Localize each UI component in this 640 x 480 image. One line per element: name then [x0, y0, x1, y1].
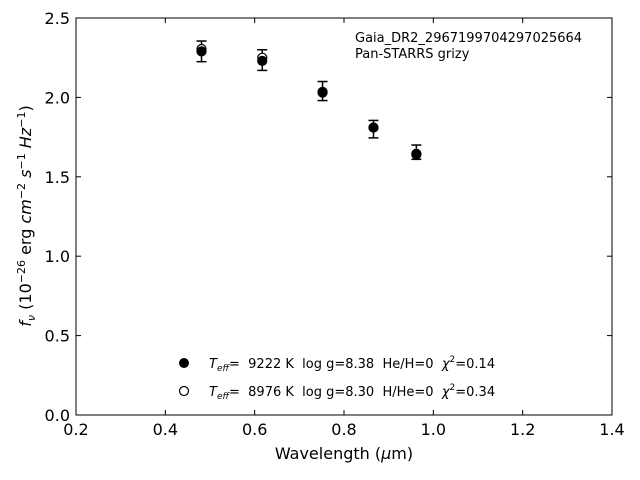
- x-axis-label-mu: μ: [380, 444, 391, 463]
- plot-area: [75, 17, 613, 416]
- x-tick-label: 0.2: [63, 420, 88, 439]
- data-point-filled: [411, 148, 422, 159]
- x-tick-label: 1.2: [510, 420, 535, 439]
- legend: Teff= 9222 K log g=8.38 He/H=0 χ2=0.14 T…: [178, 355, 495, 402]
- legend-marker-filled: [179, 358, 189, 368]
- legend-marker-open: [178, 385, 190, 397]
- data-point-filled: [317, 87, 328, 98]
- y-tick-label: 1.5: [45, 168, 70, 187]
- y-tick-label: 2.5: [45, 9, 70, 28]
- data-point-filled: [257, 55, 268, 66]
- data-points: [196, 43, 422, 160]
- x-tick-label: 1.4: [599, 420, 624, 439]
- x-axis-label: Wavelength (μm): [275, 444, 413, 463]
- annotation-line-2: Pan-STARRS grizy: [355, 47, 470, 62]
- y-tick-label: 1.0: [45, 247, 70, 266]
- y-tick-label: 0.5: [45, 327, 70, 346]
- y-tick-label: 0.0: [45, 406, 70, 425]
- y-axis-label: fν (10−26 erg cm−2 s−1 Hz−1): [15, 105, 38, 326]
- data-point-filled: [196, 46, 207, 57]
- annotation-line-1: Gaia_DR2_2967199704297025664: [355, 31, 582, 46]
- x-tick-label: 0.8: [331, 420, 356, 439]
- data-point-filled: [368, 122, 379, 133]
- x-tick-label: 0.6: [242, 420, 267, 439]
- axis-ticks: 0.2 0.4 0.6 0.8 1.0 1.2 1.4 0.0 0.5 1.0 1.5 2.0 2.5: [45, 9, 625, 439]
- legend-text-2: Teff= 8976 K log g=8.30 H/He=0 χ2=0.34: [209, 383, 495, 402]
- y-tick-label: 2.0: [45, 88, 70, 107]
- x-tick-label: 1.0: [421, 420, 446, 439]
- svg-text:fν (10−26 erg cm−2 s−1 Hz−1): fν (10−26 erg cm−2 s−1 Hz−1): [15, 105, 38, 326]
- legend-text-1: Teff= 9222 K log g=8.38 He/H=0 χ2=0.14: [209, 355, 495, 374]
- x-tick-label: 0.4: [153, 420, 178, 439]
